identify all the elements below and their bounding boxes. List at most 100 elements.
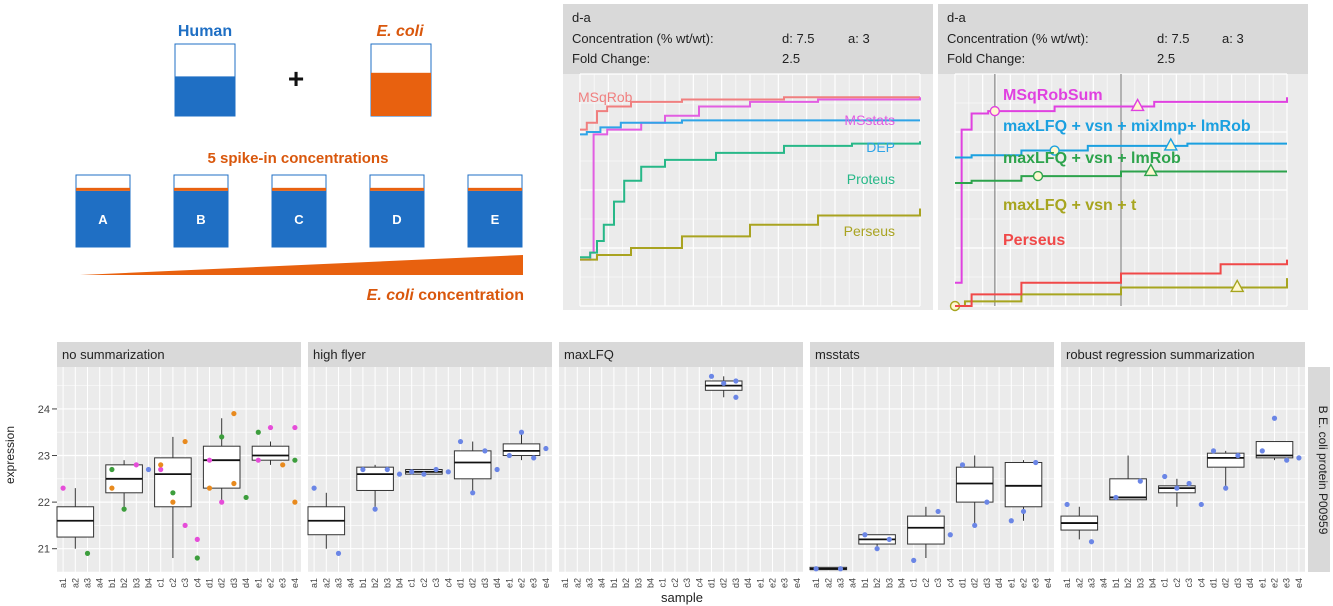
x-tick-label: c1	[1160, 578, 1170, 588]
x-tick-label: c1	[407, 578, 417, 588]
data-point	[158, 466, 164, 473]
x-tick-label: e1	[253, 578, 263, 588]
x-tick-label: b3	[131, 578, 141, 588]
series-label-dep: DEP	[866, 139, 895, 155]
x-tick-label: a4	[346, 578, 356, 588]
y-tick-label: 21	[38, 544, 50, 556]
line-panel-2-h3-value: 2.5	[1157, 51, 1175, 66]
data-point	[292, 457, 298, 463]
data-point	[1008, 518, 1014, 524]
x-tick-label: c2	[921, 578, 931, 588]
data-point	[60, 485, 66, 491]
gradient-label-italic: E. coli	[367, 287, 415, 304]
facet-plot-bg	[559, 367, 803, 572]
data-point	[935, 508, 941, 515]
x-tick-label: b2	[370, 578, 380, 588]
box	[1206, 452, 1245, 468]
data-point	[837, 566, 844, 572]
data-point	[182, 522, 188, 529]
series-label-maxlfq-vsn-lmrob: maxLFQ + vsn + lmRob	[1003, 150, 1181, 167]
spike-beaker-d-ecoli-layer	[370, 187, 424, 191]
x-tick-label: a2	[572, 578, 582, 588]
data-point	[886, 536, 892, 542]
x-tick-label: d3	[982, 578, 992, 588]
x-tick-label: e2	[1270, 578, 1280, 588]
x-tick-label: c1	[909, 578, 919, 588]
x-tick-label: c4	[443, 578, 453, 588]
spike-beaker-e-fill	[468, 190, 522, 247]
series-line-dep	[580, 119, 920, 136]
line-panel-1-header	[563, 4, 933, 74]
spike-beaker-c: C	[271, 174, 327, 248]
data-point	[194, 536, 200, 542]
spike-beakers: A B C D E	[75, 174, 523, 248]
box	[56, 506, 95, 538]
data-point	[911, 557, 917, 563]
x-tick-label: e2	[517, 578, 527, 588]
line-panel-2: d-a Concentration (% wt/wt): d: 7.5 a: 3…	[938, 4, 1308, 312]
data-point	[396, 471, 403, 477]
data-point	[109, 485, 115, 491]
x-tick-label: d1	[1209, 578, 1219, 588]
x-tick-label: d4	[1245, 578, 1255, 588]
x-tick-label: b2	[621, 578, 631, 588]
ecoli-beaker	[370, 43, 432, 117]
series-circle-msqrobsum	[989, 105, 1001, 117]
x-tick-label: a1	[58, 578, 68, 588]
data-point	[231, 480, 237, 487]
x-tick-label: e1	[1257, 578, 1267, 588]
box	[1255, 441, 1294, 459]
line-panel-1-h3-label: Fold Change:	[572, 51, 650, 66]
x-tick-label: e2	[1019, 578, 1029, 588]
series-label-maxlfq-vsn-miximp-lmrob: maxLFQ + vsn + mixImp+ lmRob	[1003, 118, 1251, 135]
human-beaker	[174, 43, 236, 117]
x-tick-label: a4	[1099, 578, 1109, 588]
series-circle-maxlfq-vsn-lmrob	[1032, 170, 1044, 182]
data-point	[506, 452, 512, 459]
x-tick-label: c3	[933, 578, 943, 588]
data-point	[421, 471, 427, 477]
series-line-perseus	[580, 208, 921, 261]
data-point	[874, 546, 880, 552]
x-tick-label: a4	[597, 578, 607, 588]
data-point	[219, 499, 225, 505]
data-point	[531, 455, 537, 461]
data-point	[280, 462, 286, 468]
x-tick-label: c2	[419, 578, 429, 588]
box	[154, 457, 192, 508]
facet-strip	[810, 342, 1054, 367]
x-tick-label: b2	[119, 578, 129, 588]
data-point	[721, 380, 727, 386]
spike-beaker-a-label: A	[98, 212, 108, 227]
spike-beaker-d: D	[369, 174, 425, 248]
spike-beaker-a-fill	[76, 190, 130, 247]
spike-title: 5 spike-in concentrations	[208, 150, 389, 167]
x-tick-label: e4	[792, 578, 802, 588]
x-tick-label: e3	[1031, 578, 1041, 588]
data-point	[470, 490, 476, 496]
line-panel-2-h3-label: Fold Change:	[947, 51, 1025, 66]
x-tick-label: b4	[646, 578, 656, 588]
data-point	[959, 462, 966, 468]
x-tick-label: b1	[1111, 578, 1121, 588]
line-panel-2-header	[938, 4, 1308, 74]
x-tick-label: c3	[431, 578, 441, 588]
x-tick-label: b3	[382, 578, 392, 588]
data-point	[121, 506, 127, 512]
line-panel-2-h2-a: a: 3	[1222, 31, 1244, 46]
facet-title: no summarization	[62, 347, 165, 362]
series-line-proteus	[580, 141, 921, 259]
x-tick-label: d1	[205, 578, 215, 588]
data-point	[1235, 452, 1241, 459]
data-point	[158, 462, 164, 468]
spike-beaker-d-label: D	[392, 212, 401, 227]
spike-beaker-e-label: E	[491, 212, 500, 227]
box	[907, 515, 945, 545]
data-point	[1113, 494, 1119, 501]
x-tick-label: a3	[83, 578, 93, 588]
x-tick-label: e1	[755, 578, 765, 588]
x-tick-label: d2	[217, 578, 227, 588]
x-tick-label: e2	[266, 578, 276, 588]
data-point	[182, 438, 188, 445]
